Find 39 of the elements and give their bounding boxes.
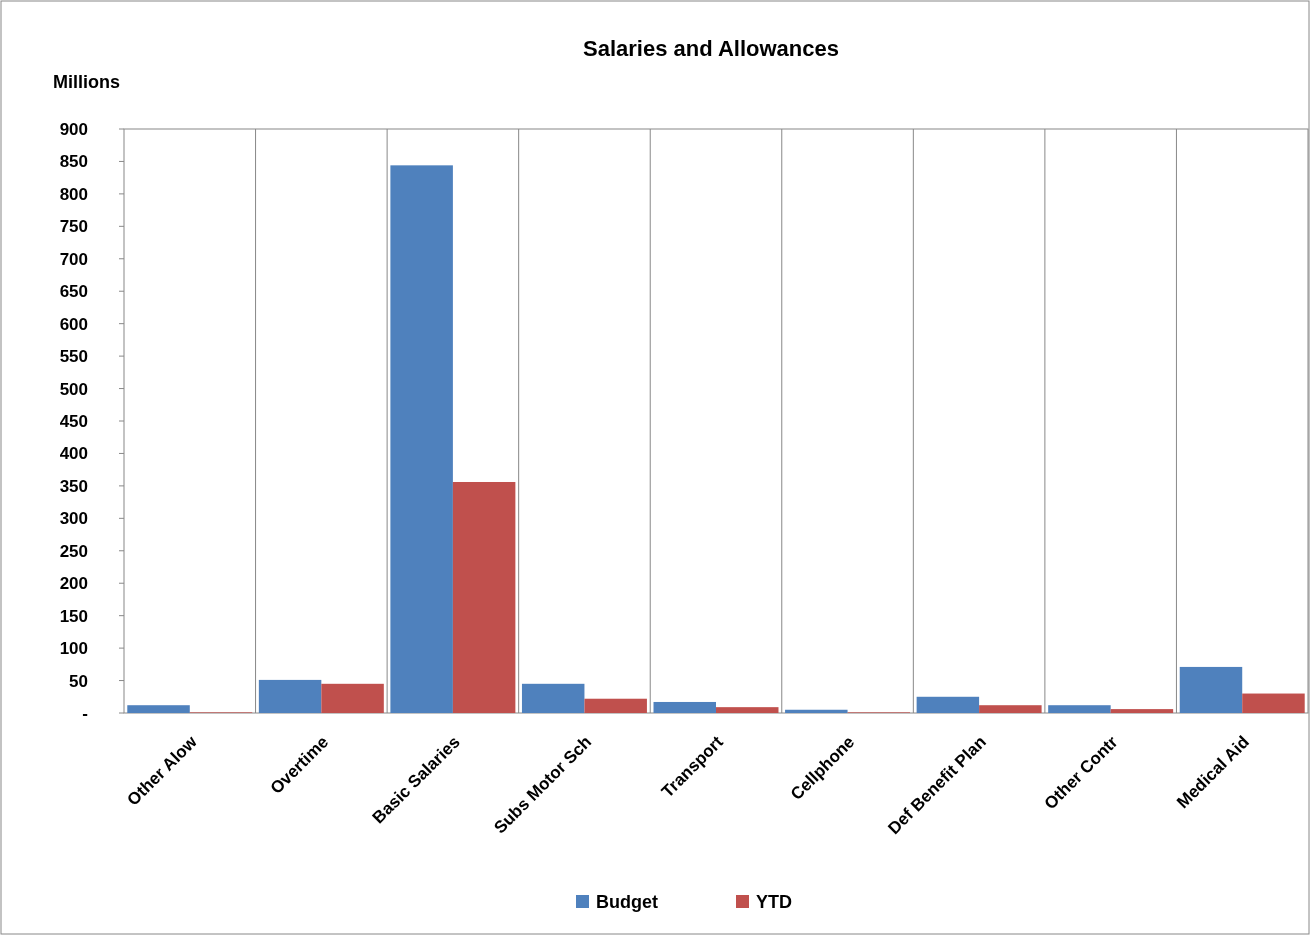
y-tick-label: 100 — [59, 639, 88, 659]
y-tick-label: 850 — [59, 152, 88, 172]
bar — [584, 698, 647, 713]
y-tick-label: 450 — [59, 411, 88, 431]
y-tick-label: 600 — [59, 314, 88, 334]
bar — [1179, 666, 1243, 713]
y-tick-label: 550 — [59, 347, 88, 367]
y-tick-label: 250 — [59, 541, 88, 561]
bar — [785, 709, 848, 713]
bar — [321, 683, 384, 713]
y-tick-label: 50 — [69, 671, 88, 691]
bar — [916, 696, 980, 713]
y-tick-label: - — [82, 703, 88, 723]
y-tick-label: 500 — [59, 379, 88, 399]
bar — [127, 705, 190, 713]
y-tick-label: 400 — [59, 444, 88, 464]
y-tick-label: 750 — [59, 217, 88, 237]
bar — [653, 701, 716, 713]
y-tick-label: 900 — [59, 119, 88, 139]
y-tick-label: 800 — [59, 184, 88, 204]
chart-title: Salaries and Allowances — [583, 36, 839, 61]
bar — [1110, 709, 1174, 713]
bar — [979, 705, 1042, 713]
bar — [1048, 705, 1111, 713]
legend-label: YTD — [756, 892, 792, 913]
bar — [716, 707, 779, 713]
y-tick-label: 200 — [59, 574, 88, 594]
y-tick-label: 150 — [59, 606, 88, 626]
y-tick-label: 350 — [59, 476, 88, 496]
y-tick-label: 650 — [59, 282, 88, 302]
legend-label: Budget — [596, 892, 658, 913]
bar — [521, 683, 585, 713]
bar — [390, 165, 453, 713]
y-tick-label: 700 — [59, 249, 88, 269]
y-tick-label: 300 — [59, 509, 88, 529]
bar — [1242, 693, 1305, 713]
bar — [452, 482, 516, 713]
bar — [258, 679, 322, 713]
y-axis-title: Millions — [53, 72, 120, 92]
